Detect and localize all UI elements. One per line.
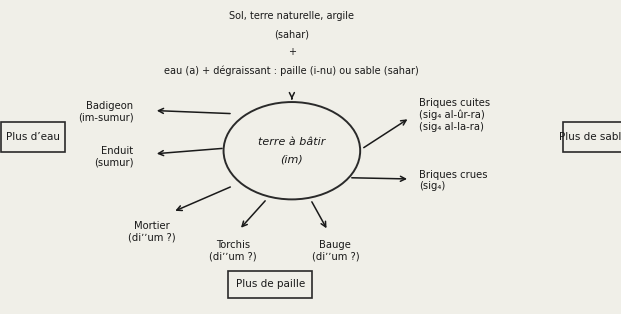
Text: Enduit
(sumur): Enduit (sumur) xyxy=(94,146,134,168)
Text: eau (a) + dégraissant : paille (i-nu) ou sable (sahar): eau (a) + dégraissant : paille (i-nu) ou… xyxy=(165,66,419,76)
Text: Briques crues
(sig₄): Briques crues (sig₄) xyxy=(419,170,487,191)
FancyBboxPatch shape xyxy=(1,122,65,152)
FancyBboxPatch shape xyxy=(229,271,312,298)
Text: Sol, terre naturelle, argile: Sol, terre naturelle, argile xyxy=(229,11,355,21)
Text: (sahar): (sahar) xyxy=(274,29,309,39)
Text: Bauge
(diʼʼum ?): Bauge (diʼʼum ?) xyxy=(312,240,359,262)
Text: (im): (im) xyxy=(281,154,303,165)
Text: Badigeon
(im-sumur): Badigeon (im-sumur) xyxy=(78,101,134,122)
Ellipse shape xyxy=(224,102,360,199)
FancyBboxPatch shape xyxy=(563,122,621,152)
Text: Plus de sable: Plus de sable xyxy=(560,132,621,142)
Text: Plus de paille: Plus de paille xyxy=(235,279,305,289)
Text: Briques cuites
(sig₄ al-ûr-ra)
(sig₄ al-la-ra): Briques cuites (sig₄ al-ûr-ra) (sig₄ al-… xyxy=(419,98,491,132)
Text: Torchis
(diʼʼum ?): Torchis (diʼʼum ?) xyxy=(209,240,256,262)
Text: Mortier
(diʼʼum ?): Mortier (diʼʼum ?) xyxy=(129,221,176,243)
Text: Plus d’eau: Plus d’eau xyxy=(6,132,60,142)
Text: +: + xyxy=(288,47,296,57)
Text: terre à bâtir: terre à bâtir xyxy=(258,137,325,147)
